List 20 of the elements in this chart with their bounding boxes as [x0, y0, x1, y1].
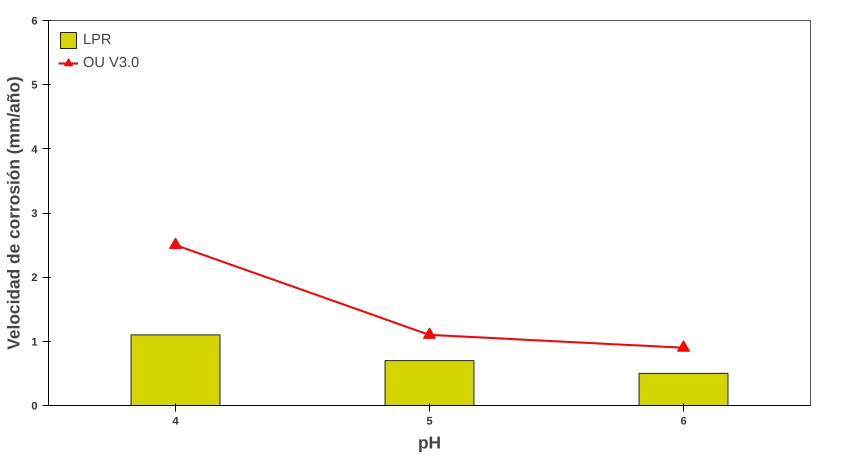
y-tick-label: 1: [31, 336, 38, 348]
bar: [384, 360, 474, 406]
point: [169, 238, 182, 250]
y-tick-label: 5: [31, 80, 38, 92]
y-tick-label: 2: [31, 272, 38, 284]
y-tick-label: 3: [31, 208, 38, 220]
x-tick-label: 5: [426, 416, 433, 428]
y-tick-label: 6: [31, 16, 38, 28]
x-axis-title: pH: [418, 432, 442, 452]
x-tick-label: 6: [680, 416, 687, 428]
legend-label: LPR: [83, 32, 112, 48]
y-tick-label: 4: [31, 144, 38, 156]
x-tick-label: 4: [172, 416, 180, 428]
y-tick-label: 0: [31, 400, 38, 412]
point: [423, 327, 436, 339]
bar: [638, 372, 728, 406]
bar: [130, 334, 220, 406]
point: [677, 340, 690, 352]
y-axis-title: Velocidad de corrosión (mm/año): [3, 76, 24, 350]
legend-label: OU V3.0: [83, 55, 140, 71]
